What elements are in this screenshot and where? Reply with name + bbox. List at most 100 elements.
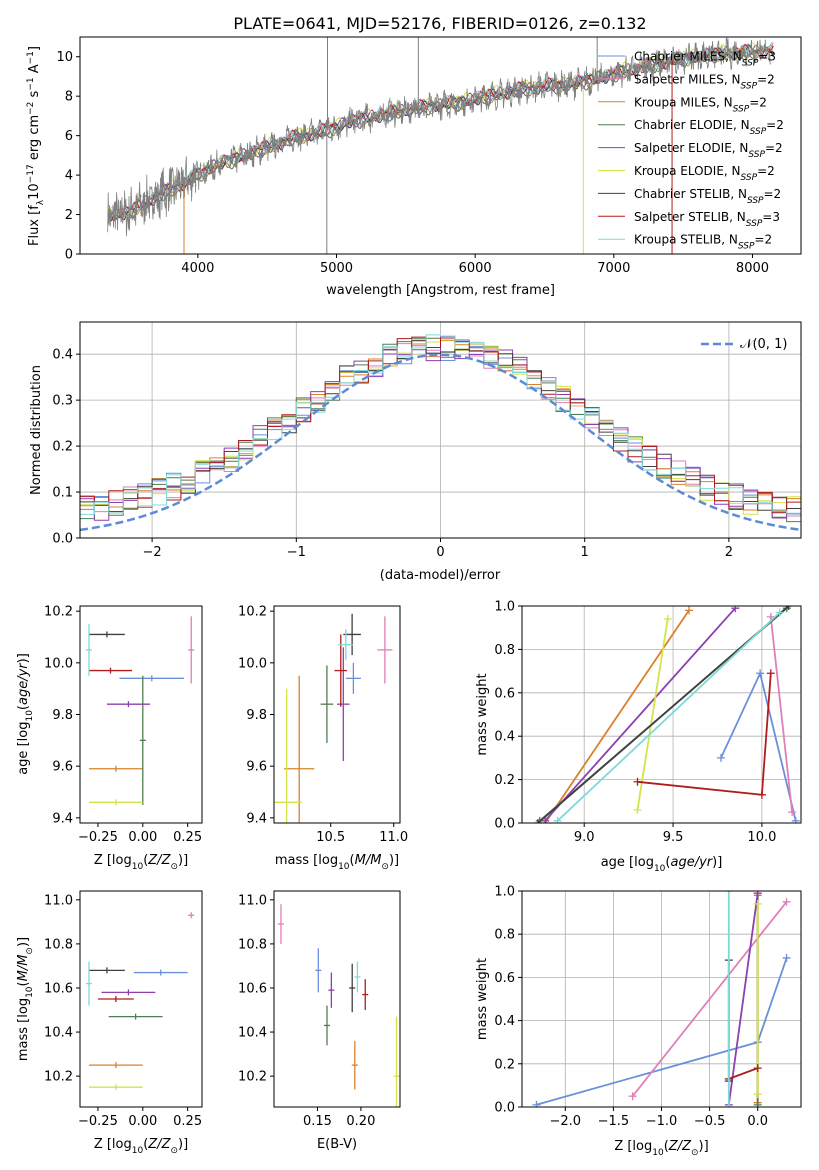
x-tick-label: 4000	[181, 261, 214, 276]
mass-vs-ebv-plot-area	[277, 904, 400, 1107]
y-tick-label: 9.4	[52, 811, 73, 826]
x-tick-label: −0.25	[78, 1114, 118, 1129]
mass-vs-ebv-panel: 0.15 0.20 10.2 10.4 10.6 10.8 11.0 E(B-V)	[238, 890, 401, 1152]
weight-marker-salpeter-stelib	[757, 790, 766, 799]
errorbar-kroupa-stelib	[85, 961, 92, 1006]
y-axis-label: mass weight	[475, 958, 490, 1040]
y-tick-label: 10.2	[238, 1070, 267, 1085]
age-vs-z-panel: −0.25 0.00 0.25 9.4 9.6 9.8 10.0 10.2 Z [log10(Z…	[16, 605, 203, 872]
x-axis-label: mass [log10(M/M⊙)]	[275, 853, 399, 872]
errorbar-salpeter-elodie	[106, 701, 150, 708]
weight-marker-salpeter-miles	[766, 612, 775, 621]
x-axis-label: Z [log10(Z/Z⊙)]	[614, 1139, 708, 1158]
x-tick-label: 0.15	[303, 1114, 332, 1129]
y-axis-label: mass [log10(M/M⊙)]	[16, 937, 35, 1061]
errorbar-salpeter-stelib	[97, 996, 134, 1002]
weight-line-salpeter-miles	[631, 901, 788, 1097]
x-tick-label: 0.00	[128, 1114, 157, 1129]
errorbar-salpeter-miles	[277, 904, 284, 944]
weight-marker-salpeter-elodie	[753, 891, 762, 898]
y-tick-label: 0	[65, 248, 73, 263]
y-tick-label: 10.8	[44, 937, 73, 952]
weight-marker-kroupa-elodie	[753, 899, 762, 908]
x-tick-label: 10.0	[747, 830, 776, 845]
figure-title: PLATE=0641, MJD=52176, FIBERID=0126, z=0…	[233, 14, 646, 33]
mass-vs-z-plot-area	[85, 912, 195, 1091]
y-tick-label: 10.4	[238, 1026, 267, 1041]
x-tick-label: −2	[143, 545, 162, 560]
x-axis-label: wavelength [Angstrom, rest frame]	[326, 283, 555, 298]
y-tick-label: 9.6	[52, 760, 73, 775]
x-tick-label: 2	[725, 545, 733, 560]
y-tick-label: 10.2	[44, 605, 73, 620]
y-tick-label: 8	[65, 90, 73, 105]
weight-marker-salpeter-miles	[782, 897, 791, 906]
legend-label-chabrier-stelib: Chabrier STELIB, NSSP=2	[634, 187, 781, 206]
y-tick-label: 10.6	[44, 981, 73, 996]
y-axis-label: Normed distribution	[29, 365, 44, 495]
x-tick-label: 0	[436, 545, 444, 560]
axes-frame	[273, 890, 401, 1108]
x-tick-label: 0.25	[173, 1114, 202, 1129]
y-tick-label: 1.0	[494, 885, 515, 900]
weight-marker-chabrier-miles	[532, 1100, 541, 1107]
residuals-panel: −2 −1 0 1 2 0.0 0.1 0.2 0.3 0.4 𝒩(0, 1) (data-model…	[29, 321, 802, 583]
weight-marker-kroupa-elodie	[663, 615, 672, 624]
errorbar-kroupa-miles	[284, 675, 315, 823]
weight-marker-salpeter-stelib	[753, 1064, 762, 1073]
x-tick-label: −0.5	[694, 1114, 726, 1129]
y-tick-label: 10.2	[44, 1070, 73, 1085]
errorbar-salpeter-elodie	[328, 972, 335, 1008]
x-tick-label: 0.0	[747, 1114, 768, 1129]
y-tick-label: 2	[65, 208, 73, 223]
x-axis-label: E(B-V)	[317, 1137, 357, 1152]
weight-marker-chabrier-stelib	[533, 819, 542, 823]
x-tick-label: 0.20	[346, 1114, 375, 1129]
weight-marker-salpeter-miles	[788, 808, 797, 817]
y-tick-label: 10.6	[238, 981, 267, 996]
weight-marker-chabrier-miles	[756, 669, 765, 678]
axes-frame	[79, 36, 802, 255]
errorbar-kroupa-elodie	[393, 1016, 400, 1107]
y-tick-label: 10.2	[238, 605, 267, 620]
weight-marker-chabrier-miles	[717, 753, 726, 762]
legend-label-salpeter-elodie: Salpeter ELODIE, NSSP=2	[634, 141, 783, 160]
errorbar-salpeter-miles	[188, 912, 195, 919]
x-axis-label: age [log10(age/yr)]	[601, 855, 723, 874]
residual-histogram-kroupa-stelib	[80, 334, 801, 515]
age-vs-z-plot-area	[85, 616, 195, 806]
weight-vs-z-panel: −2.0 −1.5 −1.0 −0.5 0.0 0.0 0.2 0.4 0.6 0.8 1.0 Z […	[475, 885, 802, 1158]
errorbar-salpeter-miles	[188, 616, 195, 684]
spectrum-panel: 4000 5000 6000 7000 8000 0 2 4 6 8 10 Chabrier MILE…	[26, 36, 802, 298]
weight-marker-kroupa-stelib	[724, 891, 733, 895]
x-tick-label: 0.00	[128, 830, 157, 845]
legend-label-chabrier-elodie: Chabrier ELODIE, NSSP=2	[634, 118, 784, 137]
weight-marker-salpeter-elodie	[541, 816, 550, 823]
errorbar-kroupa-miles	[88, 765, 143, 772]
y-axis-label: mass weight	[475, 673, 490, 755]
errorbar-chabrier-elodie	[324, 1005, 331, 1046]
y-tick-label: 6	[65, 129, 73, 144]
axes-frame	[79, 605, 203, 824]
errorbar-salpeter-stelib	[334, 634, 348, 707]
errorbar-salpeter-stelib	[88, 667, 133, 674]
y-tick-label: 0.6	[494, 971, 515, 986]
weight-marker-kroupa-stelib	[724, 1103, 733, 1107]
errorbar-kroupa-stelib	[85, 624, 92, 676]
x-tick-label: −0.25	[78, 830, 118, 845]
weight-marker-chabrier-miles	[782, 953, 791, 962]
errorbar-chabrier-miles	[315, 948, 322, 993]
x-tick-label: 11.0	[379, 830, 408, 845]
axes-frame	[79, 890, 203, 1108]
legend-label-kroupa-elodie: Kroupa ELODIE, NSSP=2	[634, 164, 775, 183]
y-tick-label: 9.8	[246, 708, 267, 723]
weight-marker-chabrier-miles	[791, 816, 800, 823]
y-tick-label: 10.4	[44, 1026, 73, 1041]
weight-marker-chabrier-elodie	[753, 1100, 762, 1107]
errorbar-chabrier-elodie	[320, 665, 334, 743]
weight-line-salpeter-elodie	[544, 607, 736, 822]
weight-line-salpeter-stelib	[728, 1067, 759, 1080]
x-tick-label: 10.5	[316, 830, 345, 845]
age-vs-mass-panel: 10.5 11.0 9.4 9.6 9.8 10.0 10.2 mass [log10(M/M…	[238, 605, 408, 872]
errorbar-salpeter-stelib	[362, 979, 369, 1011]
